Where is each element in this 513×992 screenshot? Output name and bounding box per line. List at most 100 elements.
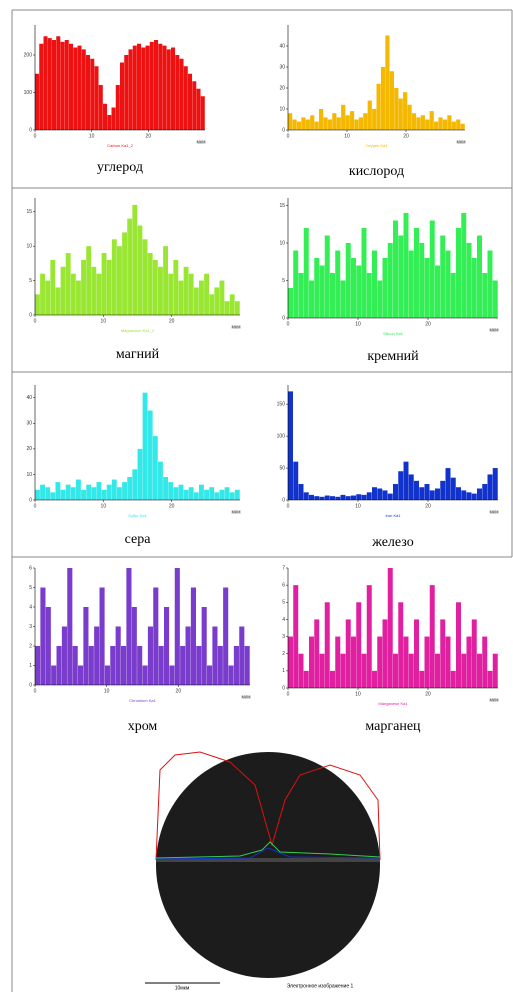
bar bbox=[96, 273, 102, 315]
bar bbox=[341, 104, 346, 130]
sample bbox=[156, 752, 380, 978]
bar bbox=[244, 646, 250, 685]
bar bbox=[45, 280, 51, 315]
y-tick-label: 1 bbox=[282, 668, 285, 674]
bar bbox=[196, 88, 201, 130]
x-tick-label: 10 bbox=[355, 503, 361, 509]
bar bbox=[450, 273, 456, 318]
bar bbox=[77, 45, 82, 130]
bar bbox=[356, 265, 362, 318]
x-tick-label: 0 bbox=[287, 133, 290, 139]
bar bbox=[424, 484, 430, 500]
y-tick-label: 40 bbox=[26, 395, 32, 401]
bar bbox=[111, 107, 116, 130]
bar bbox=[314, 496, 320, 500]
bar bbox=[199, 280, 204, 315]
bar bbox=[314, 121, 319, 130]
bar bbox=[207, 665, 213, 685]
bar bbox=[190, 587, 196, 685]
bar bbox=[122, 482, 127, 500]
bar bbox=[288, 288, 293, 318]
bar bbox=[117, 487, 122, 500]
bar bbox=[429, 585, 435, 688]
x-axis-label: Iron Ka1 bbox=[385, 513, 401, 518]
bar bbox=[440, 619, 446, 688]
bar bbox=[219, 489, 225, 500]
chart: 0 10 20 30 40 0 10 20 мкм Oxygen Ka1 кислород bbox=[279, 25, 466, 179]
bar bbox=[419, 487, 425, 500]
bar bbox=[447, 115, 452, 130]
bar bbox=[142, 665, 148, 685]
bar bbox=[173, 487, 179, 500]
bar bbox=[361, 228, 367, 318]
y-tick-label: 100 bbox=[24, 90, 33, 96]
bar bbox=[55, 482, 61, 500]
bar bbox=[345, 496, 351, 500]
bar bbox=[298, 653, 304, 688]
bar bbox=[214, 492, 220, 500]
chart: 0 10 20 30 40 0 10 20 мкм Sulfur Ka1 сера bbox=[26, 385, 241, 547]
bar bbox=[424, 258, 430, 318]
bar bbox=[351, 495, 356, 500]
bar bbox=[363, 113, 368, 130]
bar bbox=[229, 492, 235, 500]
bar bbox=[314, 258, 320, 318]
x-tick-label: 10 bbox=[101, 503, 107, 509]
bar bbox=[209, 487, 215, 500]
y-tick-label: 10 bbox=[26, 472, 32, 478]
bar bbox=[380, 67, 386, 130]
x-unit: мкм bbox=[489, 327, 499, 333]
bar bbox=[214, 287, 220, 315]
bar bbox=[204, 273, 209, 315]
y-tick-label: 3 bbox=[29, 624, 32, 630]
bar bbox=[461, 653, 467, 688]
bar bbox=[88, 646, 94, 685]
bar bbox=[178, 280, 184, 315]
bar bbox=[416, 117, 421, 130]
bar bbox=[234, 301, 240, 315]
bar bbox=[132, 469, 138, 500]
bar bbox=[310, 115, 315, 130]
bar bbox=[142, 392, 148, 500]
bar bbox=[103, 103, 108, 130]
bar bbox=[324, 235, 330, 318]
bar bbox=[403, 461, 409, 500]
bar bbox=[394, 88, 399, 130]
bar bbox=[293, 250, 299, 318]
bar bbox=[45, 487, 51, 500]
bar bbox=[104, 665, 110, 685]
y-tick-label: 7 bbox=[282, 565, 285, 571]
bar bbox=[356, 602, 362, 688]
chart: 0 100 200 0 10 20 мкм Carbon Ka1_2 углерод bbox=[24, 25, 206, 175]
bar bbox=[387, 568, 393, 688]
bar bbox=[366, 585, 372, 688]
bar bbox=[127, 218, 133, 315]
y-tick-label: 0 bbox=[282, 685, 285, 691]
bar bbox=[67, 568, 73, 685]
bar bbox=[420, 115, 425, 130]
bar bbox=[154, 40, 159, 130]
bar bbox=[408, 250, 414, 318]
bar bbox=[178, 484, 184, 500]
bar bbox=[94, 66, 99, 130]
y-tick-label: 5 bbox=[282, 278, 285, 284]
y-tick-label: 0 bbox=[29, 682, 32, 688]
bar bbox=[40, 587, 46, 685]
x-tick-label: 0 bbox=[287, 321, 290, 327]
y-tick-label: 0 bbox=[282, 497, 285, 503]
bar bbox=[120, 62, 125, 130]
bar bbox=[358, 117, 364, 130]
bar bbox=[163, 477, 168, 500]
x-unit: мкм bbox=[489, 697, 499, 703]
bar bbox=[382, 258, 388, 318]
profile-overlay bbox=[155, 841, 381, 859]
x-tick-label: 0 bbox=[287, 503, 290, 509]
bar bbox=[55, 287, 61, 315]
bar bbox=[398, 471, 404, 500]
bar bbox=[332, 113, 337, 130]
caption: хром bbox=[128, 719, 158, 734]
bar bbox=[168, 482, 174, 500]
bar bbox=[477, 488, 482, 500]
bar bbox=[179, 58, 184, 130]
bar bbox=[183, 489, 189, 500]
